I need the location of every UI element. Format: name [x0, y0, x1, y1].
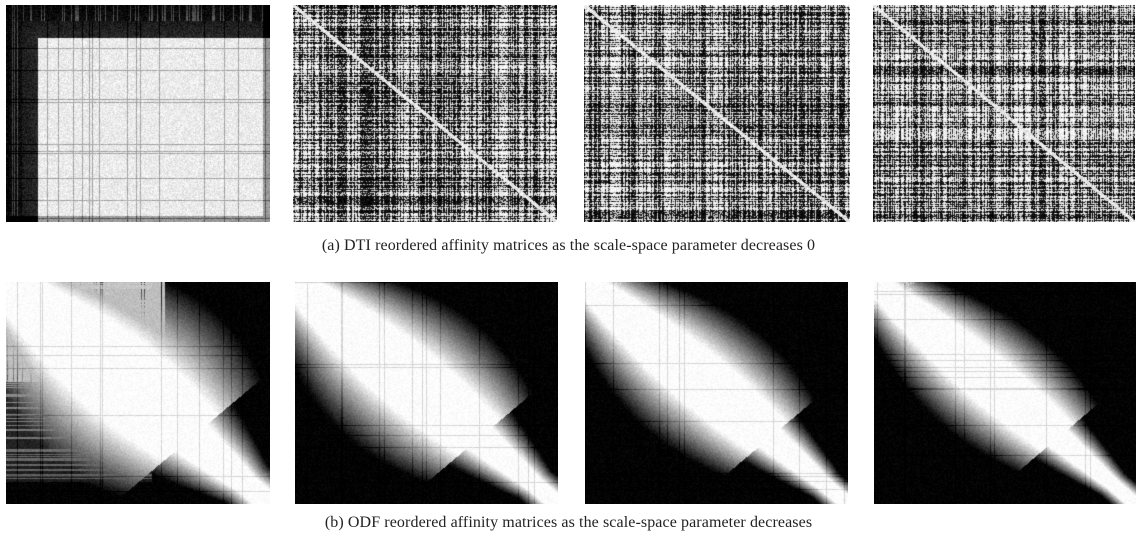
dti-matrix-1: [6, 5, 270, 222]
dti-matrix-4: [873, 5, 1135, 222]
odf-matrix-4: [874, 282, 1136, 504]
odf-matrix-2: [295, 282, 558, 504]
figure-caption-b: (b) ODF reordered affinity matrices as t…: [324, 514, 813, 531]
dti-matrix-2: [293, 5, 557, 222]
dti-matrix-3: [584, 5, 850, 222]
odf-matrix-1: [6, 282, 270, 504]
figure-caption-a: (a) DTI reordered affinity matrices as t…: [321, 237, 816, 254]
odf-matrix-3: [585, 282, 848, 504]
